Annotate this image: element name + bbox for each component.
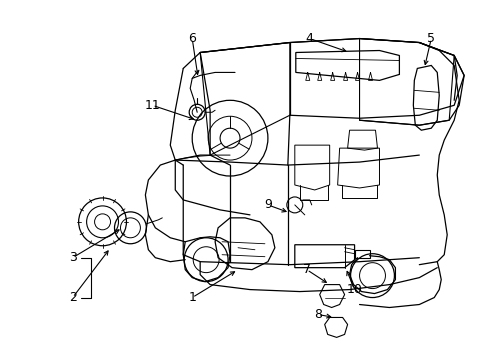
Text: 11: 11: [144, 99, 160, 112]
Text: 3: 3: [69, 251, 77, 264]
Text: 5: 5: [427, 32, 434, 45]
Text: 2: 2: [69, 291, 77, 304]
Text: 10: 10: [346, 283, 362, 296]
Text: 7: 7: [302, 263, 310, 276]
Text: 6: 6: [188, 32, 196, 45]
Text: 1: 1: [188, 291, 196, 304]
Text: 8: 8: [313, 308, 321, 321]
Text: 9: 9: [264, 198, 271, 211]
Text: 4: 4: [305, 32, 313, 45]
